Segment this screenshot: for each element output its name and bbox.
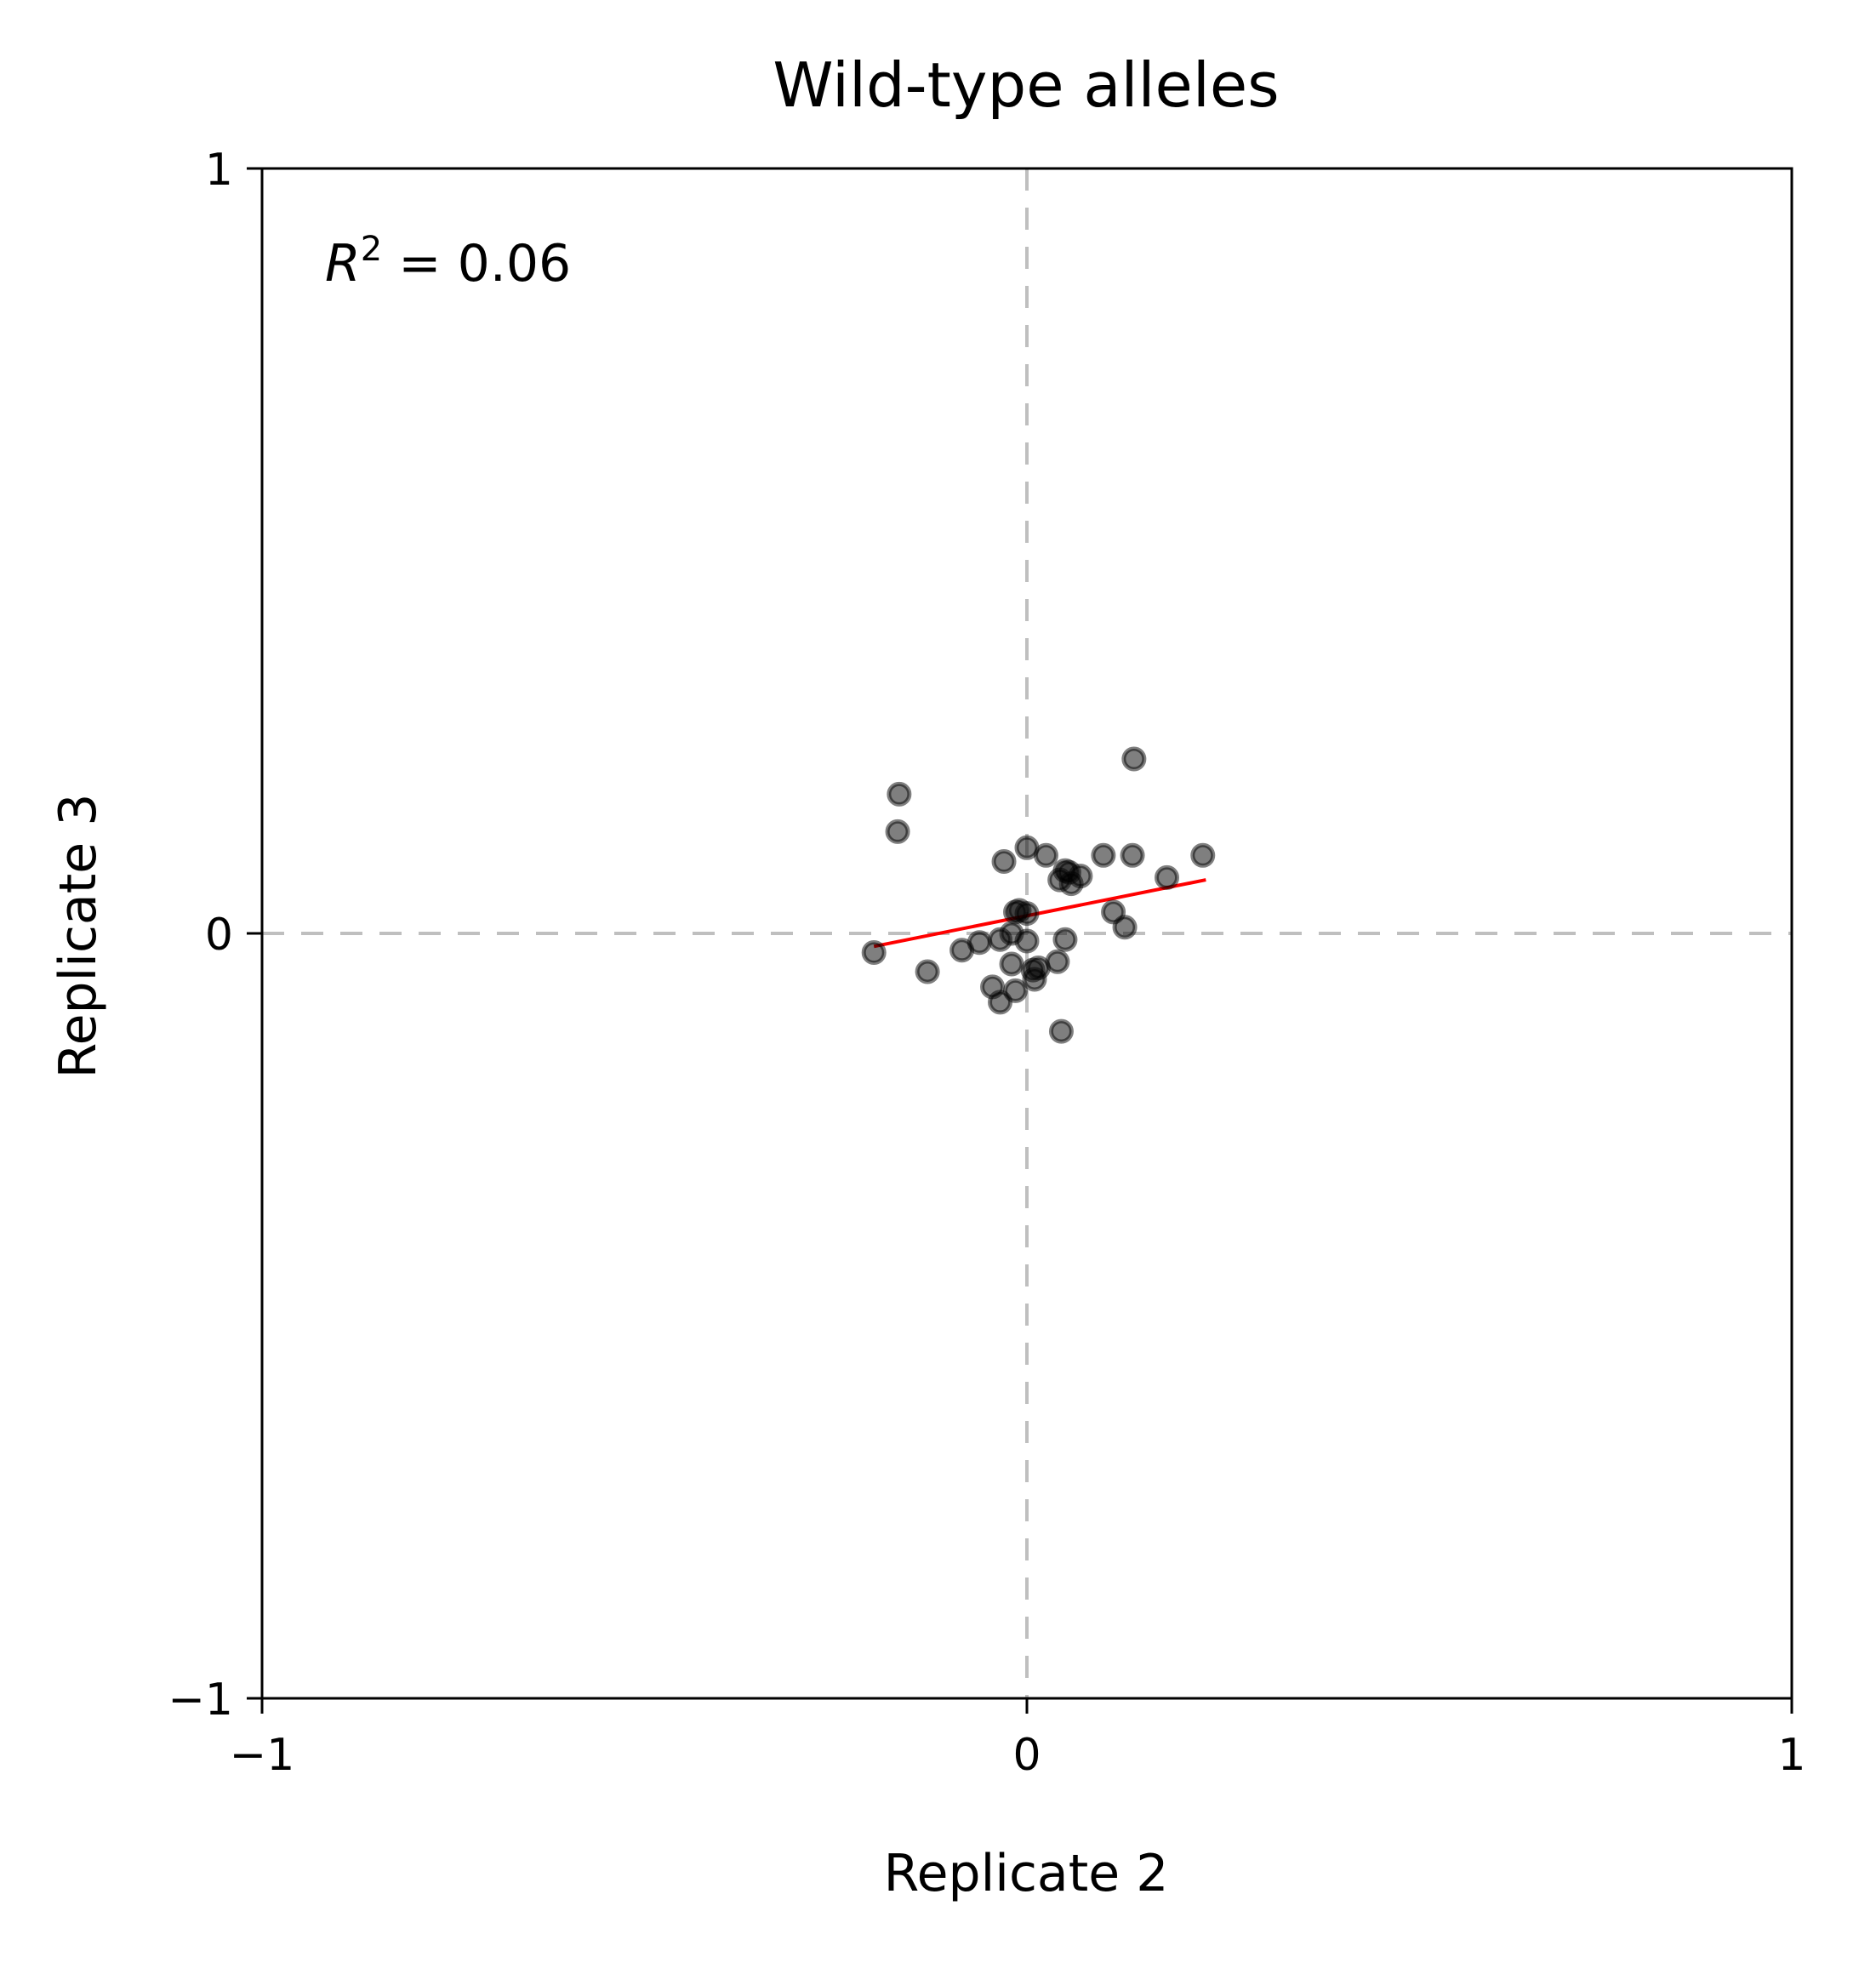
fit-line-group (873, 878, 1206, 949)
data-point (1190, 842, 1216, 868)
r-squared-annotation: R2 = 0.06 (325, 230, 571, 294)
data-point (861, 939, 887, 965)
r-squared-symbol: R (325, 234, 361, 294)
data-point (1045, 949, 1070, 974)
data-point (1003, 978, 1029, 1003)
y-tick-label: 1 (205, 145, 233, 196)
data-point (1120, 842, 1145, 868)
data-point (1091, 842, 1116, 868)
data-point (885, 819, 910, 844)
chart-title: Wild-type alleles (773, 49, 1279, 121)
y-axis-label: Replicate 3 (48, 794, 108, 1079)
r-squared-exponent: 2 (361, 230, 382, 269)
data-points (861, 746, 1216, 1044)
data-point (887, 781, 912, 807)
data-point (1014, 928, 1040, 954)
data-point (1014, 901, 1040, 927)
regression-fit-line (873, 878, 1206, 949)
data-point (1020, 957, 1046, 983)
x-tick-label: 1 (1777, 1730, 1805, 1781)
data-point (1155, 864, 1180, 890)
x-axis-label: Replicate 2 (884, 1844, 1169, 1903)
x-tick-label: 0 (1012, 1730, 1041, 1781)
y-axis-ticks: −1 0 1 (168, 145, 262, 1726)
r-squared-value: = 0.06 (382, 234, 571, 294)
y-tick-label: −1 (168, 1674, 233, 1726)
data-point (1033, 842, 1058, 868)
y-tick-label: 0 (205, 910, 233, 961)
x-axis-ticks: −1 0 1 (230, 1698, 1806, 1781)
data-point (1048, 1018, 1074, 1044)
x-tick-label: −1 (230, 1730, 295, 1781)
data-point (991, 848, 1017, 874)
data-point (1052, 927, 1078, 952)
data-point (999, 951, 1024, 977)
data-point (1121, 746, 1147, 772)
data-point (1112, 915, 1138, 940)
data-point (967, 930, 992, 956)
data-point (1058, 871, 1084, 897)
data-point (915, 959, 940, 984)
